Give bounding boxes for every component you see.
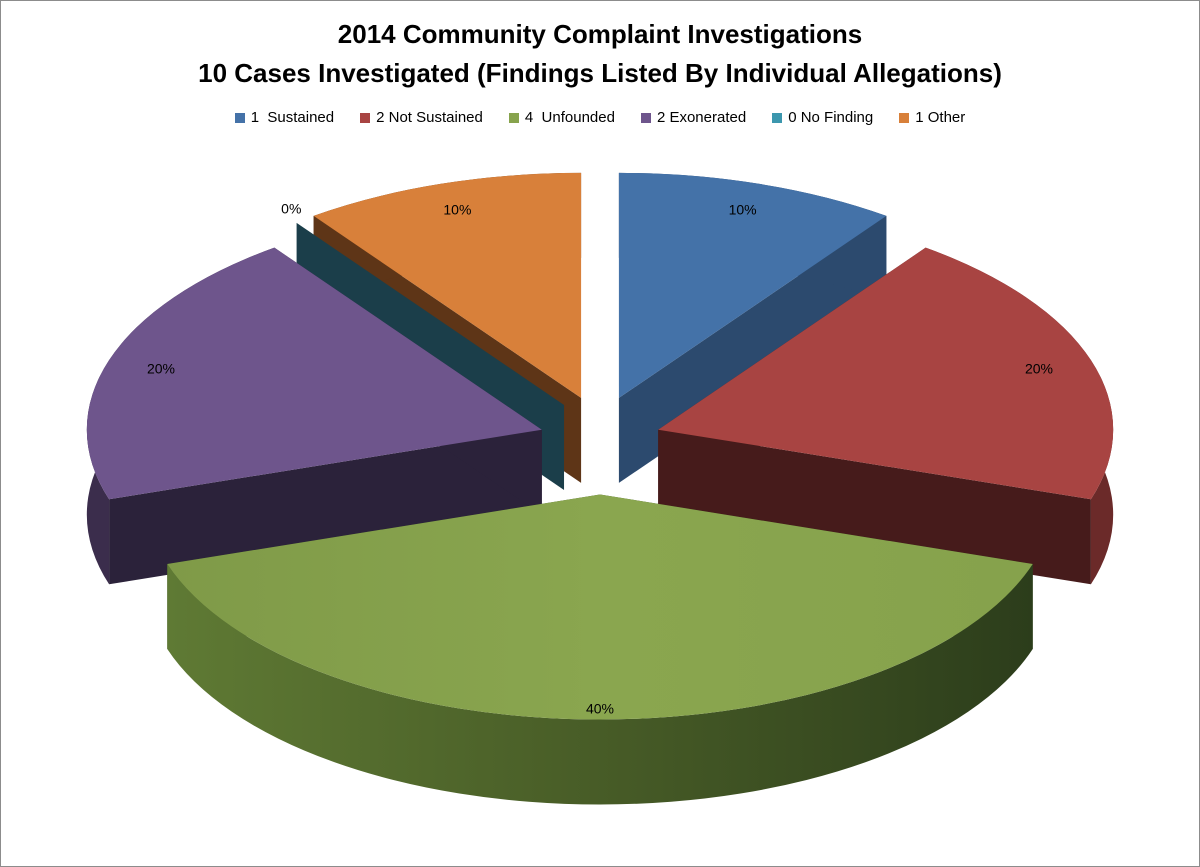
legend-swatch-other (899, 112, 910, 123)
legend-item-unfounded: 4 Unfounded (508, 109, 615, 126)
legend-label-no-finding: 0 No Finding (788, 109, 874, 126)
legend-item-sustained: 1 Sustained (234, 109, 335, 126)
slice-top-exonerated (86, 247, 542, 500)
legend-swatch-no-finding (772, 112, 783, 123)
slice-top-unfounded (167, 494, 1033, 720)
slice-side-unfounded (167, 564, 1033, 805)
legend-label-other: 1 Other (915, 109, 966, 126)
legend-item-no-finding: 0 No Finding (772, 109, 873, 126)
slice-top-sustained (618, 172, 887, 398)
chart-legend: 1 Sustained 2 Not Sustained 4 Unfounded … (1, 109, 1199, 126)
pie-data-labels: 10% 20% 40% 20% 0% 10% (147, 200, 1053, 716)
legend-item-exonerated: 2 Exonerated (640, 109, 747, 126)
slice-exonerated (86, 247, 542, 585)
legend-item-other: 1 Other (899, 109, 965, 126)
legend-swatch-not-sustained (360, 112, 371, 123)
legend-item-not-sustained: 2 Not Sustained (360, 109, 483, 126)
legend-swatch-sustained (234, 112, 245, 123)
slice-unfounded (167, 494, 1033, 805)
data-label-not-sustained: 20% (1025, 361, 1053, 377)
slice-wall-not-sustained-end (658, 429, 1091, 585)
legend-label-unfounded: 4 Unfounded (524, 109, 615, 126)
data-label-other: 10% (443, 202, 471, 218)
slice-wall-exonerated-start (109, 429, 542, 585)
legend-swatch-unfounded (508, 112, 519, 123)
pie-slices (86, 172, 1114, 805)
chart-title: 2014 Community Complaint Investigations (337, 19, 863, 49)
chart-subtitle: 10 Cases Investigated (Findings Listed B… (198, 58, 1002, 88)
legend-label-not-sustained: 2 Not Sustained (376, 109, 483, 126)
legend-label-sustained: 1 Sustained (250, 109, 335, 126)
legend-swatch-exonerated (640, 112, 651, 123)
slice-top-not-sustained (658, 247, 1114, 500)
data-label-no-finding: 0% (281, 200, 301, 216)
slice-top-other (313, 172, 582, 398)
slice-not-sustained (658, 247, 1114, 585)
data-label-unfounded: 40% (586, 700, 614, 716)
legend-label-exonerated: 2 Exonerated (656, 109, 747, 126)
data-label-exonerated: 20% (147, 361, 175, 377)
data-label-sustained: 10% (729, 202, 757, 218)
